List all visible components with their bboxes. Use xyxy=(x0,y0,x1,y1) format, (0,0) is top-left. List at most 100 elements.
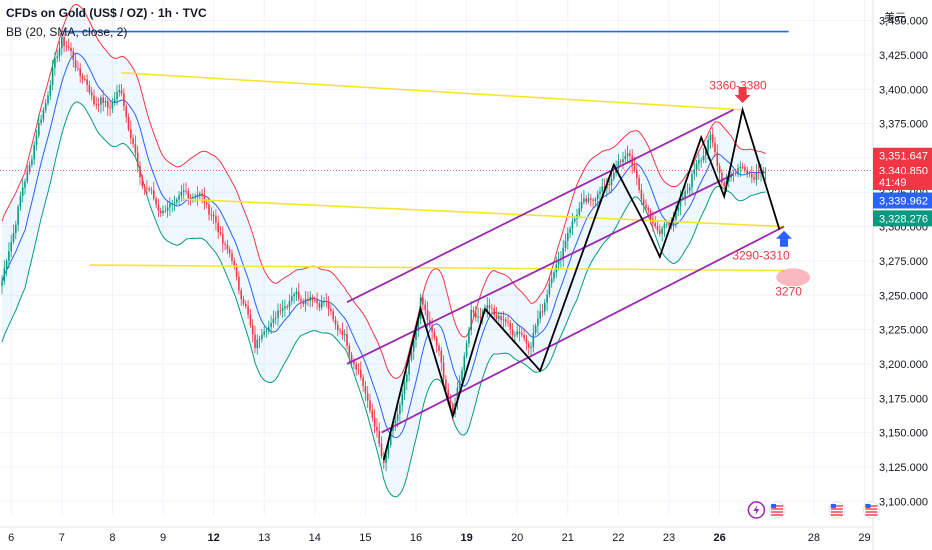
indicator-label: BB (20, SMA, close, 2) xyxy=(6,25,128,39)
candle xyxy=(314,296,316,303)
candle xyxy=(67,38,70,51)
candle xyxy=(601,178,604,198)
candle xyxy=(196,186,199,206)
y-tick-label: 3,250.000 xyxy=(879,290,928,302)
flag-canton xyxy=(865,504,871,508)
candle xyxy=(491,303,493,315)
candle xyxy=(691,170,693,196)
x-tick-label: 19 xyxy=(460,532,472,544)
candle xyxy=(426,301,429,328)
candle xyxy=(590,193,592,207)
candle xyxy=(28,161,31,175)
candle xyxy=(645,199,647,213)
candle xyxy=(748,170,751,178)
candle xyxy=(502,311,505,329)
candle xyxy=(272,310,275,328)
y-tick-label: 3,400.000 xyxy=(879,84,928,96)
candle xyxy=(596,190,599,208)
candle xyxy=(741,162,744,170)
candle xyxy=(587,192,590,204)
candle xyxy=(180,184,183,202)
candle xyxy=(58,40,61,62)
y-tick-label: 3,375.000 xyxy=(879,119,928,131)
x-tick-label: 9 xyxy=(160,532,166,544)
candle xyxy=(626,145,629,164)
candle xyxy=(564,233,567,252)
candle xyxy=(182,183,185,201)
candle xyxy=(316,292,318,311)
price-badge: 3,339.962 xyxy=(873,192,932,209)
candle xyxy=(507,315,509,327)
candle xyxy=(291,287,293,305)
candle xyxy=(100,94,102,114)
candle xyxy=(254,325,256,354)
currency-label[interactable]: 美元 xyxy=(884,11,906,24)
candle xyxy=(95,96,98,110)
candle xyxy=(578,201,581,219)
candle xyxy=(638,174,640,194)
candle xyxy=(24,178,26,195)
candle xyxy=(109,100,111,117)
candle xyxy=(622,151,624,170)
y-tick-label: 3,100.000 xyxy=(879,496,928,508)
candle xyxy=(339,327,341,335)
candle xyxy=(477,307,479,323)
candle xyxy=(569,226,571,239)
candle xyxy=(3,260,6,285)
candle xyxy=(90,87,93,101)
candle xyxy=(118,84,121,97)
candle xyxy=(755,164,758,186)
candle xyxy=(201,189,203,204)
candle xyxy=(15,220,17,240)
candle xyxy=(169,197,171,217)
candle xyxy=(332,308,334,323)
x-tick-label: 13 xyxy=(258,532,270,544)
candle xyxy=(159,207,162,218)
candle xyxy=(530,341,532,357)
candle xyxy=(61,33,63,56)
candle xyxy=(718,163,721,182)
candle xyxy=(63,33,65,53)
candle xyxy=(111,97,114,113)
candle xyxy=(268,320,270,335)
candle xyxy=(44,98,47,113)
candle xyxy=(613,170,615,182)
trendline xyxy=(89,264,785,272)
candle xyxy=(249,309,252,328)
candle xyxy=(77,60,79,72)
candle xyxy=(583,190,585,205)
candle xyxy=(337,320,339,337)
y-tick-label: 3,175.000 xyxy=(879,393,928,405)
candle xyxy=(226,239,229,254)
svg-text:3,328.276: 3,328.276 xyxy=(879,213,928,225)
candle xyxy=(594,196,597,208)
candle xyxy=(557,252,560,271)
candle xyxy=(739,161,742,177)
candle xyxy=(132,134,134,148)
candle xyxy=(166,201,169,218)
candle xyxy=(751,166,753,184)
candle xyxy=(307,291,309,306)
candle xyxy=(659,224,661,237)
trendline xyxy=(346,109,734,303)
candle xyxy=(698,153,700,171)
candle xyxy=(155,196,157,209)
candle xyxy=(215,209,217,231)
candle xyxy=(518,325,521,342)
candle xyxy=(330,304,332,316)
x-tick-label: 7 xyxy=(59,532,65,544)
price-badge: 3,328.276 xyxy=(873,210,932,227)
x-tick-label: 26 xyxy=(713,532,725,544)
candle xyxy=(642,193,645,213)
candle xyxy=(146,179,148,195)
candle xyxy=(424,299,426,316)
svg-text:3,351.647: 3,351.647 xyxy=(879,151,928,163)
candle xyxy=(709,131,712,149)
candle xyxy=(406,371,408,390)
candle xyxy=(617,153,620,172)
candle xyxy=(72,47,75,68)
candle xyxy=(281,300,284,318)
candle xyxy=(716,144,719,172)
x-tick-label: 15 xyxy=(359,532,371,544)
